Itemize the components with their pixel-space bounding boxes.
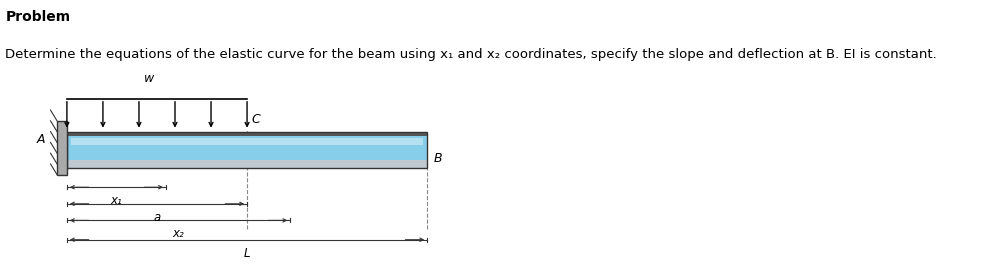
Bar	[57, 121, 67, 175]
Text: Determine the equations of the elastic curve for the beam using x₁ and x₂ coordi: Determine the equations of the elastic c…	[6, 48, 938, 61]
Text: x₂: x₂	[172, 227, 184, 240]
FancyBboxPatch shape	[67, 160, 428, 168]
Text: C: C	[251, 114, 260, 126]
Text: x₁: x₁	[111, 194, 123, 207]
Text: w: w	[144, 72, 153, 85]
Text: a: a	[153, 211, 160, 224]
FancyBboxPatch shape	[71, 138, 423, 145]
Bar	[67, 132, 428, 168]
Text: L: L	[244, 247, 250, 260]
Text: B: B	[434, 152, 443, 165]
Text: A: A	[37, 133, 45, 146]
FancyBboxPatch shape	[67, 132, 428, 136]
FancyBboxPatch shape	[67, 136, 428, 160]
Text: Problem: Problem	[6, 10, 70, 24]
